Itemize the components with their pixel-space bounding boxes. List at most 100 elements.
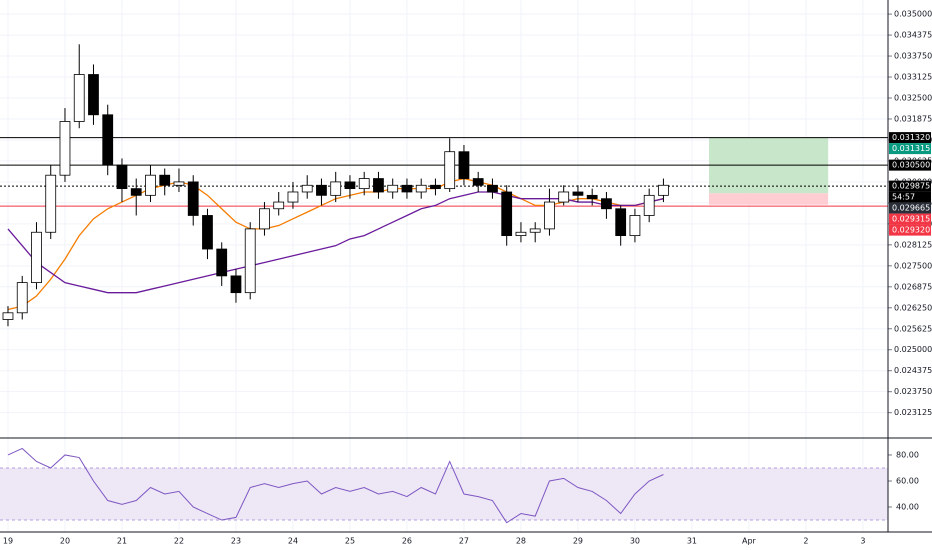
candle-body: [487, 184, 498, 193]
rsi-tick-label: 60.00: [896, 476, 919, 485]
y-tick-label: 0.025625: [894, 324, 932, 333]
candle-body: [230, 275, 242, 294]
candle-body: [401, 184, 413, 193]
x-tick-label: 3: [860, 537, 865, 546]
candle-body: [316, 184, 327, 196]
x-tick-label: 2: [803, 537, 808, 546]
candle-body: [173, 181, 185, 186]
rsi-tick-label: 40.00: [896, 503, 919, 512]
x-tick-label: 26: [402, 537, 412, 546]
candle-body: [187, 181, 199, 216]
x-tick-label: 23: [231, 537, 241, 546]
candle-body: [2, 312, 14, 320]
candle-body: [387, 184, 399, 193]
candle-body: [301, 184, 313, 193]
y-tick-label: 0.033750: [894, 52, 932, 61]
candle-body: [73, 74, 85, 122]
candle-body: [45, 174, 57, 233]
price-label: 0.031315: [892, 144, 930, 153]
candle-body: [415, 184, 427, 193]
candle-body: [658, 184, 669, 196]
price-label-box: [889, 132, 931, 144]
candle-body: [458, 151, 470, 179]
price-label: 0.030500: [892, 161, 930, 170]
candle-body: [145, 174, 156, 196]
candle-body: [116, 164, 128, 190]
candle-body: [615, 208, 627, 237]
candle-body: [59, 121, 71, 176]
candle-body: [88, 74, 99, 116]
candle-body: [558, 191, 570, 203]
candle-body: [344, 181, 356, 190]
price-label-box: [889, 180, 931, 192]
price-label: 0.029665: [892, 204, 930, 213]
y-tick-label: 0.035000: [894, 10, 932, 19]
candle-body: [472, 178, 484, 186]
candle-body: [572, 191, 584, 196]
candle-body: [202, 215, 213, 250]
x-tick-label: 20: [60, 537, 70, 546]
candle-body: [430, 184, 441, 190]
price-label: 0.029315: [892, 215, 930, 224]
candle-body: [287, 191, 299, 203]
candle-body: [601, 198, 612, 210]
y-tick-label: 0.031875: [894, 114, 932, 123]
candle-body: [544, 201, 555, 230]
price-label: 0.029320: [892, 226, 930, 235]
rsi-tick-label: 80.00: [896, 450, 919, 459]
x-tick-label: 19: [3, 537, 13, 546]
candle-body: [529, 228, 541, 233]
candle-body: [130, 188, 142, 196]
candle-body: [273, 201, 285, 210]
y-tick-label: 0.034375: [894, 31, 932, 40]
price-label-box: [889, 224, 931, 236]
candle-body: [259, 208, 270, 230]
moving-average: [7, 191, 664, 294]
candle-body: [373, 178, 384, 193]
loss-zone: [709, 193, 829, 205]
candle-body: [216, 248, 228, 277]
candle-body: [586, 194, 598, 200]
candle-body: [515, 231, 527, 237]
x-tick-label: 31: [687, 537, 697, 546]
x-tick-label: 28: [516, 537, 526, 546]
price-label-box: [889, 159, 931, 171]
candle-body: [102, 114, 114, 166]
price-label: 0.029875: [892, 182, 930, 191]
candle-body: [244, 228, 256, 294]
y-tick-label: 0.032500: [894, 94, 932, 103]
rsi-band: [0, 467, 888, 521]
x-tick-label: 30: [630, 537, 640, 546]
rsi-line: [7, 447, 664, 524]
x-tick-label: 24: [288, 537, 298, 546]
y-tick-label: 0.023125: [894, 408, 932, 417]
price-label: 54:57: [892, 193, 915, 202]
candle-body: [31, 231, 42, 284]
x-tick-label: 29: [573, 537, 583, 546]
x-tick-label: 21: [117, 537, 127, 546]
x-tick-label: 25: [345, 537, 355, 546]
price-label-box: [889, 143, 931, 155]
y-tick-label: 0.025000: [894, 345, 932, 354]
x-tick-label: Apr: [742, 537, 757, 546]
price-label: 0.031320: [892, 133, 930, 142]
candle-body: [16, 282, 28, 314]
candle-body: [358, 178, 370, 190]
y-tick-label: 0.026875: [894, 282, 932, 291]
x-tick-label: 27: [459, 537, 469, 546]
candle-body: [159, 174, 171, 186]
y-tick-label: 0.027500: [894, 261, 932, 270]
y-tick-label: 0.023750: [894, 387, 932, 396]
y-tick-label: 0.028125: [894, 240, 932, 249]
candle-body: [629, 215, 641, 237]
price-label-box: [889, 202, 931, 214]
y-tick-label: 0.033125: [894, 73, 932, 82]
y-tick-label: 0.026250: [894, 303, 932, 312]
candle-body: [444, 151, 456, 190]
y-tick-label: 0.024375: [894, 366, 932, 375]
x-tick-label: 22: [174, 537, 184, 546]
price-label-box: [889, 191, 931, 203]
candle-body: [330, 181, 342, 196]
candle-body: [643, 194, 655, 216]
